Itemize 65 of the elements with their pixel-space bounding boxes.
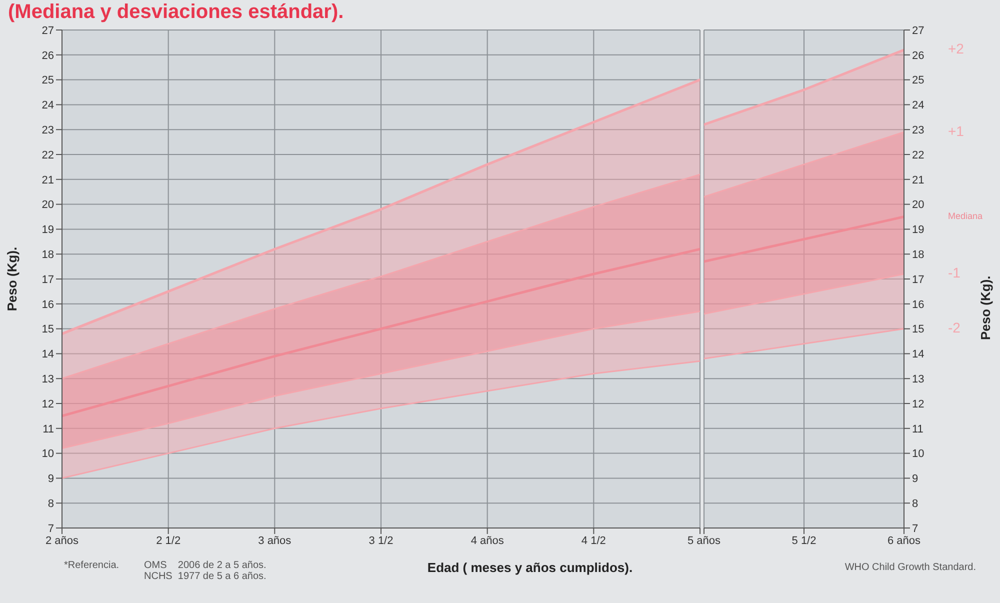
text: -1	[948, 264, 961, 281]
x-tick-label: 6 años	[887, 534, 922, 547]
y-tick-label: 24	[42, 100, 54, 112]
y-tick-label: 8	[48, 498, 54, 510]
x-tick-label: 5 años	[687, 534, 722, 547]
y2-tick-label: 15	[912, 324, 924, 336]
text: OMS 2006 de 2 a 5 años.	[144, 560, 266, 571]
y-tick-label: 16	[42, 298, 54, 311]
y2-tick-label: 9	[912, 473, 918, 486]
y-tick-label: 9	[48, 473, 54, 486]
y2-tick-label: 23	[912, 124, 924, 137]
y-tick-label: 21	[42, 174, 54, 186]
x-tick-label: 2 años	[45, 534, 80, 547]
y2-tick-label: 13	[912, 374, 924, 386]
text: -2	[948, 320, 961, 336]
y2-tick-label: 7	[912, 522, 918, 535]
y-tick-label: 7	[48, 522, 54, 535]
y2-tick-label: 8	[912, 498, 918, 510]
y-axis-title: Peso (Kg).	[4, 246, 20, 312]
y-tick-label: 11	[42, 423, 54, 436]
x-tick-label: 2 1/2	[156, 534, 181, 547]
y2-tick-label: 22	[912, 149, 924, 162]
text: *Referencia.	[64, 560, 120, 573]
y-tick-label: 10	[42, 448, 54, 460]
text: WHO Child Growth Standard.	[844, 562, 976, 573]
y2-tick-label: 16	[912, 298, 924, 311]
y-tick-label: 25	[42, 74, 54, 87]
y-tick-label: 23	[42, 124, 54, 137]
y2-axis-title: Peso (Kg).	[978, 276, 993, 340]
y-tick-label: 26	[42, 50, 54, 62]
y2-tick-label: 21	[912, 174, 924, 186]
line-series	[62, 248, 700, 418]
text: +2	[948, 40, 964, 57]
chart-title: (Mediana y desviaciones estándar).	[8, 0, 344, 24]
y-tick-label: 14	[42, 348, 54, 361]
y-tick-label: 13	[42, 374, 54, 386]
y-tick-label: 17	[42, 274, 54, 286]
y-tick-label: 15	[42, 324, 54, 336]
x-tick-label: 5 1/2	[792, 534, 816, 547]
x-tick-label: 4 años	[470, 534, 504, 547]
y2-tick-label: 27	[912, 24, 924, 37]
y2-tick-label: 18	[912, 249, 924, 262]
y-tick-label: 22	[42, 149, 54, 162]
y2-tick-label: 14	[912, 348, 924, 361]
y2-tick-label: 24	[912, 100, 924, 112]
y2-tick-label: 20	[912, 199, 924, 212]
y-tick-label: 20	[42, 199, 54, 212]
text: NCHS 1977 de 5 a 6 años.	[144, 571, 266, 582]
text: +1	[948, 122, 964, 139]
y2-tick-label: 11	[912, 423, 924, 436]
y-tick-label: 19	[42, 224, 54, 236]
y2-tick-label: 19	[912, 224, 924, 236]
y2-tick-label: 26	[912, 50, 924, 62]
y2-tick-label: 17	[912, 274, 924, 286]
y2-tick-label: 10	[912, 448, 924, 460]
x-tick-label: 3 1/2	[368, 534, 394, 547]
y-tick-label: 27	[42, 24, 54, 37]
y2-tick-label: 25	[912, 74, 924, 87]
text: Mediana	[948, 211, 983, 222]
x-axis-title: Edad ( meses y años cumplidos).	[426, 560, 634, 575]
x-tick-label: 3 años	[258, 534, 292, 547]
y-tick-label: 18	[42, 249, 54, 262]
y2-tick-label: 12	[912, 398, 924, 410]
x-tick-label: 4 1/2	[581, 534, 606, 547]
y-tick-label: 12	[42, 398, 54, 410]
